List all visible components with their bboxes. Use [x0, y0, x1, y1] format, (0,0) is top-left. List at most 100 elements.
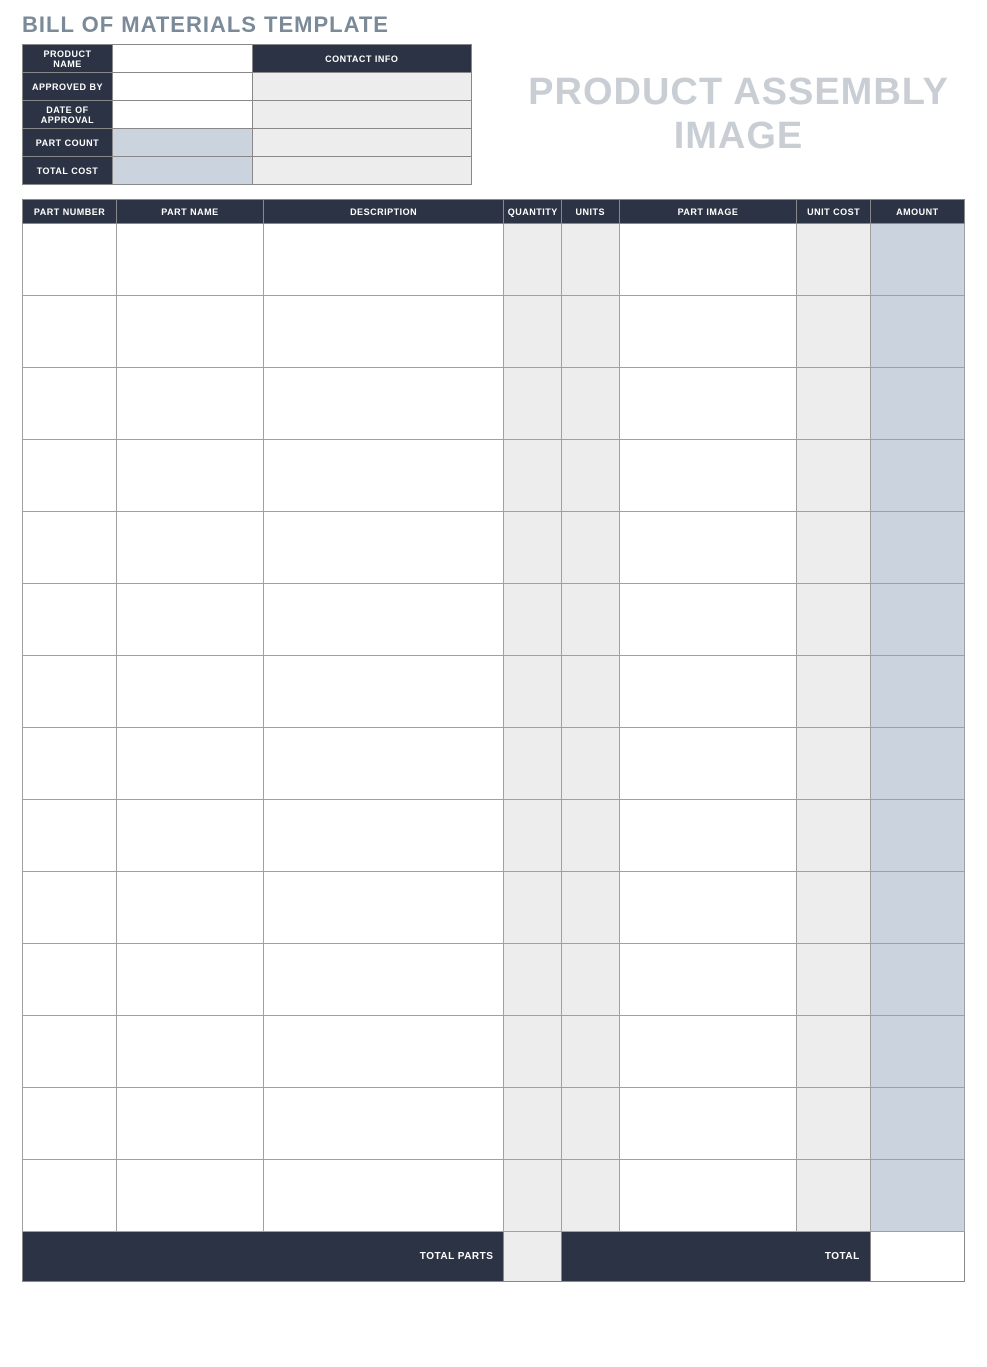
cell-part_name[interactable] — [117, 656, 264, 728]
cell-units[interactable] — [562, 440, 620, 512]
cell-quantity[interactable] — [504, 1088, 562, 1160]
cell-part_image[interactable] — [619, 512, 797, 584]
cell-unit_cost[interactable] — [797, 1016, 870, 1088]
cell-part_image[interactable] — [619, 872, 797, 944]
cell-part_name[interactable] — [117, 512, 264, 584]
cell-part_name[interactable] — [117, 872, 264, 944]
cell-quantity[interactable] — [504, 656, 562, 728]
cell-amount[interactable] — [870, 1160, 964, 1232]
cell-description[interactable] — [263, 1160, 504, 1232]
cell-unit_cost[interactable] — [797, 1160, 870, 1232]
cell-part_name[interactable] — [117, 368, 264, 440]
value-date-of-approval[interactable] — [112, 101, 252, 129]
cell-quantity[interactable] — [504, 440, 562, 512]
value-approved-by[interactable] — [112, 73, 252, 101]
cell-units[interactable] — [562, 368, 620, 440]
cell-part_name[interactable] — [117, 1016, 264, 1088]
value-contact-r1[interactable] — [252, 73, 472, 101]
cell-quantity[interactable] — [504, 800, 562, 872]
value-contact-r2[interactable] — [252, 101, 472, 129]
value-contact-r4[interactable] — [252, 157, 472, 185]
cell-part_number[interactable] — [23, 224, 117, 296]
cell-description[interactable] — [263, 512, 504, 584]
cell-part_number[interactable] — [23, 1016, 117, 1088]
cell-units[interactable] — [562, 656, 620, 728]
cell-amount[interactable] — [870, 1016, 964, 1088]
cell-units[interactable] — [562, 944, 620, 1016]
cell-part_name[interactable] — [117, 224, 264, 296]
cell-units[interactable] — [562, 728, 620, 800]
cell-part_number[interactable] — [23, 656, 117, 728]
cell-part_name[interactable] — [117, 296, 264, 368]
cell-part_image[interactable] — [619, 944, 797, 1016]
cell-units[interactable] — [562, 872, 620, 944]
cell-part_image[interactable] — [619, 728, 797, 800]
cell-quantity[interactable] — [504, 224, 562, 296]
cell-amount[interactable] — [870, 584, 964, 656]
cell-unit_cost[interactable] — [797, 584, 870, 656]
cell-amount[interactable] — [870, 368, 964, 440]
cell-part_image[interactable] — [619, 368, 797, 440]
cell-amount[interactable] — [870, 440, 964, 512]
cell-unit_cost[interactable] — [797, 728, 870, 800]
cell-description[interactable] — [263, 800, 504, 872]
cell-part_number[interactable] — [23, 1088, 117, 1160]
cell-unit_cost[interactable] — [797, 944, 870, 1016]
cell-description[interactable] — [263, 728, 504, 800]
cell-part_number[interactable] — [23, 440, 117, 512]
cell-unit_cost[interactable] — [797, 656, 870, 728]
cell-part_name[interactable] — [117, 440, 264, 512]
cell-part_image[interactable] — [619, 1016, 797, 1088]
cell-part_image[interactable] — [619, 584, 797, 656]
cell-part_image[interactable] — [619, 800, 797, 872]
cell-amount[interactable] — [870, 512, 964, 584]
cell-unit_cost[interactable] — [797, 512, 870, 584]
cell-quantity[interactable] — [504, 872, 562, 944]
cell-units[interactable] — [562, 224, 620, 296]
cell-part_name[interactable] — [117, 1160, 264, 1232]
cell-quantity[interactable] — [504, 1016, 562, 1088]
cell-description[interactable] — [263, 440, 504, 512]
cell-units[interactable] — [562, 1088, 620, 1160]
value-total-cost[interactable] — [112, 157, 252, 185]
cell-units[interactable] — [562, 1160, 620, 1232]
cell-unit_cost[interactable] — [797, 800, 870, 872]
cell-quantity[interactable] — [504, 512, 562, 584]
cell-units[interactable] — [562, 800, 620, 872]
cell-description[interactable] — [263, 296, 504, 368]
cell-part_image[interactable] — [619, 1160, 797, 1232]
cell-part_number[interactable] — [23, 1160, 117, 1232]
cell-part_name[interactable] — [117, 728, 264, 800]
cell-part_name[interactable] — [117, 800, 264, 872]
cell-quantity[interactable] — [504, 584, 562, 656]
cell-part_number[interactable] — [23, 728, 117, 800]
cell-unit_cost[interactable] — [797, 296, 870, 368]
value-contact-r3[interactable] — [252, 129, 472, 157]
cell-quantity[interactable] — [504, 944, 562, 1016]
cell-quantity[interactable] — [504, 728, 562, 800]
cell-quantity[interactable] — [504, 296, 562, 368]
cell-description[interactable] — [263, 1016, 504, 1088]
cell-unit_cost[interactable] — [797, 1088, 870, 1160]
cell-amount[interactable] — [870, 872, 964, 944]
cell-part_image[interactable] — [619, 440, 797, 512]
cell-amount[interactable] — [870, 224, 964, 296]
cell-unit_cost[interactable] — [797, 224, 870, 296]
cell-part_image[interactable] — [619, 296, 797, 368]
cell-description[interactable] — [263, 872, 504, 944]
value-product-name[interactable] — [112, 45, 252, 73]
cell-part_number[interactable] — [23, 944, 117, 1016]
cell-amount[interactable] — [870, 944, 964, 1016]
cell-quantity[interactable] — [504, 1160, 562, 1232]
cell-part_image[interactable] — [619, 656, 797, 728]
cell-description[interactable] — [263, 368, 504, 440]
cell-part_number[interactable] — [23, 296, 117, 368]
cell-part_image[interactable] — [619, 1088, 797, 1160]
cell-units[interactable] — [562, 512, 620, 584]
cell-unit_cost[interactable] — [797, 368, 870, 440]
cell-part_number[interactable] — [23, 584, 117, 656]
cell-part_number[interactable] — [23, 872, 117, 944]
cell-part_name[interactable] — [117, 944, 264, 1016]
cell-amount[interactable] — [870, 656, 964, 728]
cell-amount[interactable] — [870, 800, 964, 872]
